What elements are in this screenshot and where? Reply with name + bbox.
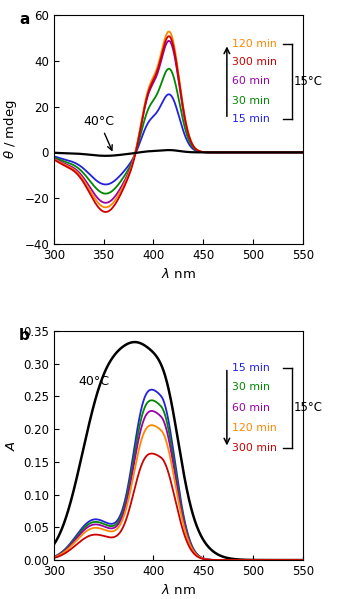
Y-axis label: $A$: $A$	[5, 440, 17, 451]
Text: 120 min: 120 min	[232, 423, 277, 433]
Text: 40°C: 40°C	[79, 375, 110, 388]
Text: 120 min: 120 min	[232, 38, 277, 49]
X-axis label: $\lambda$ nm: $\lambda$ nm	[161, 267, 196, 282]
Text: 15 min: 15 min	[232, 362, 270, 373]
Text: 15°C: 15°C	[294, 401, 323, 415]
Text: 30 min: 30 min	[232, 96, 270, 106]
Text: a: a	[19, 11, 30, 26]
X-axis label: $\lambda$ nm: $\lambda$ nm	[161, 583, 196, 597]
Y-axis label: $\theta$ / mdeg: $\theta$ / mdeg	[2, 99, 19, 159]
Text: b: b	[19, 328, 30, 343]
Text: 40°C: 40°C	[84, 115, 115, 150]
Text: 15 min: 15 min	[232, 114, 270, 124]
Text: 60 min: 60 min	[232, 77, 270, 86]
Text: 15°C: 15°C	[294, 75, 323, 88]
Text: 300 min: 300 min	[232, 57, 277, 67]
Text: 300 min: 300 min	[232, 443, 277, 453]
Text: 30 min: 30 min	[232, 382, 270, 392]
Text: 60 min: 60 min	[232, 403, 270, 413]
